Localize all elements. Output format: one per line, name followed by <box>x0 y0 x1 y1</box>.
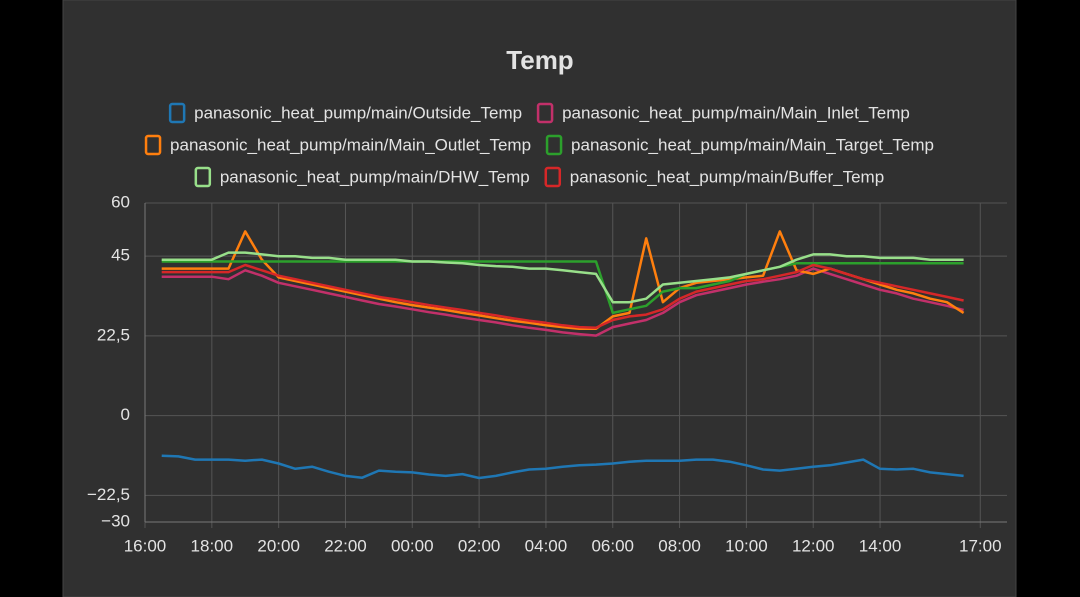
legend-swatch <box>144 134 162 156</box>
x-tick-label: 02:00 <box>458 536 501 555</box>
x-tick-label: 10:00 <box>725 536 768 555</box>
legend-swatch <box>536 102 554 124</box>
legend-swatch <box>168 102 186 124</box>
series-line <box>161 251 964 304</box>
x-tick-label: 18:00 <box>191 536 234 555</box>
x-tick-label: 06:00 <box>591 536 634 555</box>
series-line <box>161 260 964 315</box>
legend-label: panasonic_heat_pump/main/DHW_Temp <box>220 167 530 186</box>
card <box>62 0 1017 597</box>
y-tick-label: 0 <box>121 405 130 424</box>
y-tick-label: −30 <box>101 511 130 530</box>
series-line <box>161 267 964 337</box>
x-tick-label: 00:00 <box>391 536 434 555</box>
series-line <box>161 454 964 480</box>
legend-label: panasonic_heat_pump/main/Main_Outlet_Tem… <box>170 135 531 154</box>
chart-title: Temp <box>506 45 573 75</box>
legend-label: panasonic_heat_pump/main/Buffer_Temp <box>570 167 884 186</box>
y-tick-label: −22,5 <box>87 485 130 504</box>
y-tick-label: 45 <box>111 246 130 265</box>
y-tick-label: 60 <box>111 192 130 211</box>
x-tick-label: 04:00 <box>525 536 568 555</box>
x-tick-label: 12:00 <box>792 536 835 555</box>
y-tick-label: 22,5 <box>97 325 130 344</box>
legend-swatch <box>545 134 563 156</box>
series-line <box>161 263 964 330</box>
x-tick-label: 17:00 <box>959 536 1002 555</box>
legend-swatch <box>194 166 212 188</box>
x-tick-label: 20:00 <box>257 536 300 555</box>
x-tick-label: 22:00 <box>324 536 367 555</box>
x-tick-label: 16:00 <box>124 536 167 555</box>
legend-label: panasonic_heat_pump/main/Main_Target_Tem… <box>571 135 934 154</box>
x-tick-label: 08:00 <box>658 536 701 555</box>
legend-label: panasonic_heat_pump/main/Outside_Temp <box>194 103 522 122</box>
x-tick-label: 14:00 <box>859 536 902 555</box>
legend-swatch <box>544 166 562 188</box>
legend-label: panasonic_heat_pump/main/Main_Inlet_Temp <box>562 103 910 122</box>
